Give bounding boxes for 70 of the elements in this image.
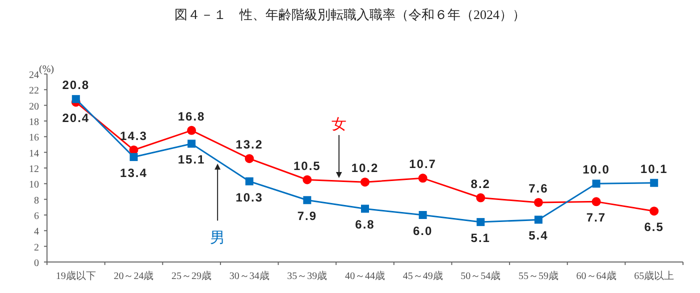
x-tick-label: 65歳以上 <box>634 270 674 282</box>
x-tick-label: 20～24歳 <box>114 270 154 282</box>
data-label: 10.2 <box>351 161 379 176</box>
point <box>476 193 486 202</box>
y-tick-label: 14 <box>29 148 39 160</box>
data-label: 16.8 <box>178 109 206 124</box>
point <box>303 196 312 204</box>
y-tick-label: 22 <box>29 86 39 97</box>
y-tick-label: 2 <box>34 242 39 254</box>
x-tick-label: 55～59歳 <box>518 270 558 282</box>
data-label: 6.8 <box>355 218 375 232</box>
y-tick-label: 10 <box>29 180 39 191</box>
x-tick-label: 19歳以下 <box>56 270 96 282</box>
y-tick-label: 18 <box>29 117 39 128</box>
x-tick-label: 35～39歳 <box>287 270 328 282</box>
data-label: 14.3 <box>120 128 148 143</box>
point <box>592 180 600 188</box>
y-tick-label: 24 <box>29 70 39 81</box>
data-label: 13.4 <box>120 166 148 180</box>
point <box>187 126 196 135</box>
data-label: 20.8 <box>62 78 90 92</box>
data-label: 10.7 <box>409 157 436 172</box>
x-tick-label: 30～34歳 <box>229 270 270 282</box>
data-label: 20.4 <box>62 111 90 126</box>
data-label: 6.5 <box>644 220 664 234</box>
data-label: 6.0 <box>412 224 433 238</box>
x-tick-label: 50～54歳 <box>460 270 501 282</box>
y-tick-label: 8 <box>34 195 39 206</box>
point <box>534 198 543 207</box>
y-tick-label: 4 <box>34 226 39 238</box>
y-axis-title: (%) <box>39 64 54 75</box>
data-label: 7.7 <box>586 210 606 225</box>
data-label: 10.0 <box>582 162 610 177</box>
x-tick-label: 25～29歳 <box>172 270 212 282</box>
point <box>361 204 369 213</box>
text: 女 <box>331 116 346 134</box>
data-label: 10.5 <box>294 158 321 173</box>
y-tick-label: 20 <box>29 101 39 112</box>
data-label: 15.1 <box>178 152 206 167</box>
point <box>360 178 370 187</box>
point <box>302 175 312 184</box>
point <box>418 211 427 219</box>
y-tick-label: 16 <box>29 132 39 144</box>
data-label: 8.2 <box>470 176 490 191</box>
point <box>245 177 254 186</box>
point <box>650 178 658 187</box>
y-tick-label: 0 <box>34 258 39 269</box>
point <box>592 197 601 206</box>
point <box>476 218 485 226</box>
data-label: 10.1 <box>640 162 668 176</box>
y-tick-label: 6 <box>34 211 39 222</box>
data-label: 13.2 <box>236 138 264 152</box>
y-tick-label: 12 <box>29 164 39 175</box>
data-label: 10.3 <box>236 190 264 204</box>
point <box>130 153 138 162</box>
data-label: 5.4 <box>528 228 548 243</box>
chart-title: 図４－１ 性、年齢階級別転職入職率（令和６年（2024）） <box>174 7 526 22</box>
point <box>534 216 542 224</box>
point <box>244 154 254 164</box>
x-tick-label: 40～44歳 <box>345 270 385 282</box>
point <box>418 174 428 183</box>
data-label: 7.6 <box>528 181 548 196</box>
text: 男 <box>210 230 226 247</box>
point <box>188 140 196 148</box>
x-tick-label: 60～64歳 <box>576 270 616 282</box>
x-tick-label: 45～49歳 <box>402 270 443 282</box>
data-label: 5.1 <box>470 231 490 246</box>
point <box>72 95 80 104</box>
data-label: 7.9 <box>297 209 318 224</box>
point <box>650 206 659 216</box>
